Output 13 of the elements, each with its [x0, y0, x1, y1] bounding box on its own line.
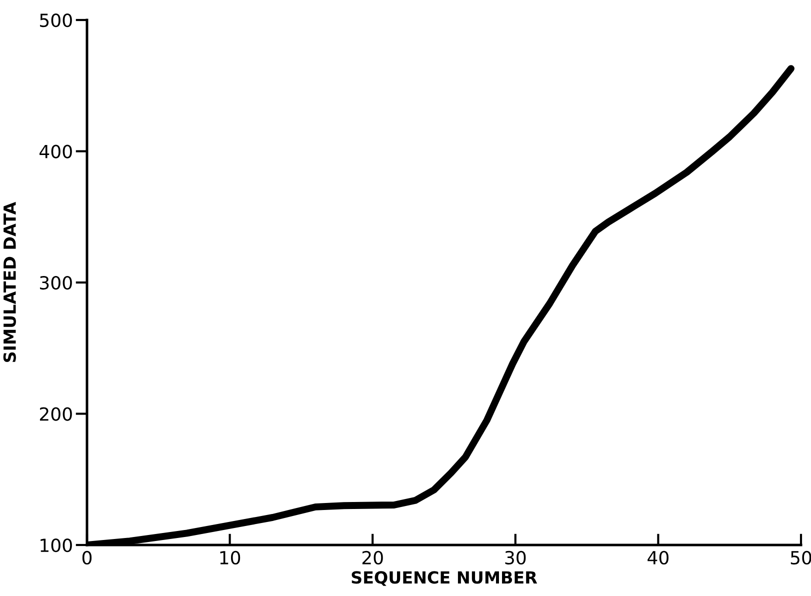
x-tick-label: 40	[648, 550, 668, 565]
x-tick-label: 10	[220, 550, 240, 565]
x-tick-label: 0	[82, 550, 92, 565]
y-tick-label: 500	[40, 13, 72, 28]
y-tick-label: 400	[40, 144, 72, 158]
y-tick-label: 100	[40, 538, 72, 552]
x-axis-title: SEQUENCE NUMBER	[352, 571, 538, 586]
y-tick-label: 200	[40, 407, 72, 421]
y-axis-title: SIMULATED DATA	[3, 202, 16, 362]
x-tick-label: 30	[505, 550, 526, 565]
x-tick-label: 20	[362, 550, 383, 565]
y-tick-label: 300	[40, 276, 72, 290]
x-tick-label: 50	[790, 550, 811, 565]
